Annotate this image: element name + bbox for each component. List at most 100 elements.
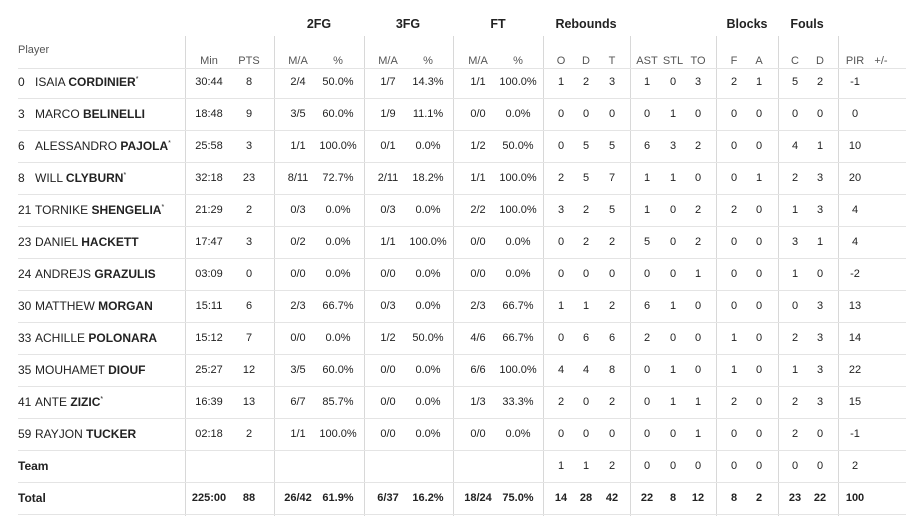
- stat-cell: 6: [643, 300, 651, 312]
- player-name: 59 RAYJON TUCKER: [18, 427, 136, 441]
- stat-cell: 0/3: [380, 300, 396, 312]
- stat-cell: 0: [608, 108, 616, 120]
- stat-cell: 1: [669, 300, 677, 312]
- stat-cell: 1: [582, 300, 590, 312]
- column-header: AST: [636, 55, 658, 67]
- player-name: 30 MATTHEW MORGAN: [18, 299, 153, 313]
- stat-cell: 2: [694, 236, 702, 248]
- player-last: SHENGELIA: [91, 203, 162, 217]
- stat-cell: 2: [694, 140, 702, 152]
- column-divider: [716, 36, 717, 516]
- row-divider: [18, 450, 906, 451]
- column-divider: [364, 36, 365, 516]
- stat-cell: 2: [557, 172, 565, 184]
- column-header: %: [333, 55, 343, 67]
- stat-cell: 9: [245, 108, 253, 120]
- starter-mark: *: [123, 172, 127, 179]
- stat-cell: 50.0%: [502, 140, 534, 152]
- stat-cell: 0: [582, 428, 590, 440]
- stat-cell: 0: [730, 428, 738, 440]
- column-header: STL: [662, 55, 684, 67]
- stat-cell: 0.0%: [415, 300, 441, 312]
- stat-cell: 2: [730, 204, 738, 216]
- stat-cell: 23: [242, 172, 256, 184]
- player-number: 23: [18, 235, 32, 249]
- stat-cell: 3: [557, 204, 565, 216]
- column-header: +/-: [874, 55, 888, 67]
- stat-cell: 1: [816, 236, 824, 248]
- stat-cell: 18:48: [195, 108, 223, 120]
- stat-cell: 42: [605, 492, 619, 504]
- stat-cell: 33.3%: [502, 396, 534, 408]
- stat-cell: 0: [816, 460, 824, 472]
- stat-cell: 03:09: [195, 268, 223, 280]
- player-number: 8: [18, 171, 25, 185]
- player-number: 59: [18, 427, 32, 441]
- stat-cell: 8: [730, 492, 738, 504]
- column-divider: [453, 36, 454, 516]
- stat-cell: 0: [557, 140, 565, 152]
- stat-cell: 0: [755, 108, 763, 120]
- stat-cell: 0/0: [470, 268, 486, 280]
- stat-cell: 1/1: [380, 236, 396, 248]
- player-last: BELINELLI: [83, 107, 146, 121]
- stat-cell: 3: [816, 300, 824, 312]
- stat-cell: 0/3: [380, 204, 396, 216]
- stat-cell: 1/1: [470, 76, 486, 88]
- stat-cell: 14: [848, 332, 862, 344]
- stat-cell: 0: [730, 172, 738, 184]
- stat-cell: 5: [608, 204, 616, 216]
- stat-cell: 4: [851, 236, 859, 248]
- stat-cell: 13: [242, 396, 256, 408]
- stat-cell: 1: [694, 268, 702, 280]
- stat-cell: 11.1%: [412, 108, 444, 120]
- stat-cell: 72.7%: [322, 172, 354, 184]
- column-header: T: [608, 55, 616, 67]
- row-divider: [18, 68, 906, 69]
- stat-cell: 15:11: [195, 300, 223, 312]
- player-name: 41 ANTE ZIZIC*: [18, 395, 103, 409]
- stat-cell: 0: [755, 140, 763, 152]
- column-header: PIR: [845, 55, 865, 67]
- stat-cell: 1: [669, 108, 677, 120]
- stat-cell: 12: [242, 364, 256, 376]
- stat-cell: 0: [669, 460, 677, 472]
- player-first: ISAIA: [35, 75, 66, 89]
- row-divider: [18, 482, 906, 483]
- stat-cell: 0: [669, 76, 677, 88]
- stat-cell: 3: [816, 204, 824, 216]
- stat-cell: 50.0%: [412, 332, 444, 344]
- stat-cell: 2: [791, 428, 799, 440]
- stat-cell: 32:18: [195, 172, 223, 184]
- player-number: 6: [18, 139, 25, 153]
- stat-cell: 0: [669, 268, 677, 280]
- stat-cell: 0/0: [470, 108, 486, 120]
- stat-cell: 1: [643, 172, 651, 184]
- stat-cell: 100.0%: [319, 140, 357, 152]
- stat-cell: 17:47: [195, 236, 223, 248]
- column-header: D: [816, 55, 824, 67]
- column-header: Player: [18, 44, 50, 56]
- stat-cell: 1/3: [470, 396, 486, 408]
- player-name: 35 MOUHAMET DIOUF: [18, 363, 145, 377]
- stat-cell: 0: [557, 108, 565, 120]
- stat-cell: 66.7%: [502, 332, 534, 344]
- player-first: ALESSANDRO: [35, 139, 118, 153]
- stat-cell: 3: [816, 332, 824, 344]
- stat-cell: 2: [582, 204, 590, 216]
- player-last: TUCKER: [86, 427, 137, 441]
- stat-cell: 1: [643, 204, 651, 216]
- stat-cell: 28: [579, 492, 593, 504]
- stat-cell: 0: [694, 108, 702, 120]
- stat-cell: 25:58: [195, 140, 223, 152]
- stat-cell: 2: [582, 236, 590, 248]
- row-divider: [18, 514, 906, 515]
- stat-cell: 2: [608, 460, 616, 472]
- column-header: TO: [690, 55, 706, 67]
- stat-cell: 0: [694, 364, 702, 376]
- player-name: 21 TORNIKE SHENGELIA*: [18, 203, 164, 217]
- player-last: POLONARA: [88, 331, 158, 345]
- stat-cell: 88: [242, 492, 256, 504]
- stat-cell: 60.0%: [322, 364, 354, 376]
